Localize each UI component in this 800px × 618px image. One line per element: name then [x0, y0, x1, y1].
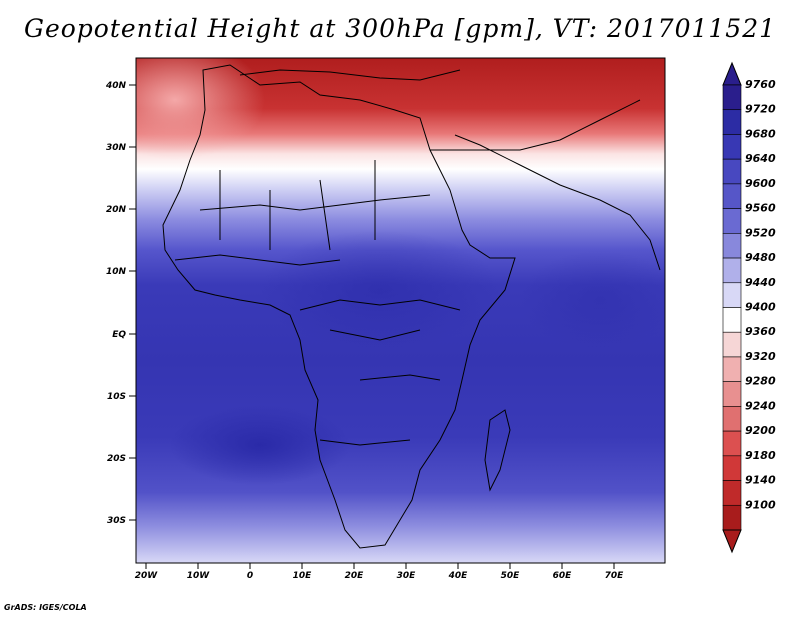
- colorbar-label: 9640: [745, 152, 776, 165]
- lat-label-30n: 30N: [106, 143, 127, 153]
- colorbar-label: 9200: [745, 424, 776, 437]
- colorbar-swatch: [722, 257, 742, 284]
- colorbar-swatch: [722, 84, 742, 111]
- colorbar-swatch: [722, 504, 742, 531]
- colorbar-swatch: [722, 381, 742, 407]
- colorbar-swatch: [722, 430, 742, 457]
- colorbar-min-arrow: [722, 529, 742, 554]
- colorbar-label: 9720: [745, 103, 776, 116]
- height-field: [136, 58, 665, 563]
- lon-label-10w: 10W: [187, 571, 211, 581]
- colorbar-label: 9100: [745, 498, 776, 511]
- colorbar-swatch: [722, 109, 742, 135]
- colorbar-label: 9320: [745, 350, 776, 363]
- colorbar-swatch: [722, 455, 742, 481]
- colorbar: 9760 9720 9680 9640 9600 9560 9520 9480 9440 9400…: [722, 61, 776, 554]
- lat-label-20s: 20S: [107, 454, 126, 464]
- colorbar-max-arrow: [722, 61, 742, 86]
- lon-label-60e: 60E: [553, 571, 573, 581]
- colorbar-label: 9600: [745, 177, 776, 190]
- coastlines: [162, 64, 661, 549]
- grads-credit: GrADS: IGES/COLA: [4, 603, 87, 612]
- lat-label-40n: 40N: [105, 81, 127, 91]
- lon-label-50e: 50E: [501, 571, 521, 581]
- lon-label-30e: 30E: [397, 571, 417, 581]
- colorbar-label: 9760: [745, 78, 776, 91]
- colorbar-swatch: [722, 282, 742, 308]
- colorbar-swatch: [722, 356, 742, 382]
- colorbar-label: 9680: [745, 127, 776, 140]
- lat-label-10s: 10S: [107, 392, 126, 402]
- colorbar-swatch: [722, 331, 742, 358]
- lon-label-20e: 20E: [345, 571, 365, 581]
- colorbar-swatch: [722, 183, 742, 209]
- colorbar-label: 9240: [745, 399, 776, 412]
- lat-label-30s: 30S: [107, 516, 126, 526]
- colorbar-label: 9440: [745, 276, 776, 289]
- lon-label-40e: 40E: [448, 571, 469, 581]
- map-title: Geopotential Height at 300hPa [gpm], VT:…: [23, 14, 777, 43]
- colorbar-swatch: [722, 208, 742, 234]
- colorbar-label: 9400: [745, 301, 776, 314]
- colorbar-swatch: [722, 307, 742, 333]
- lon-label-70e: 70E: [605, 571, 625, 581]
- plot-frame: [135, 57, 666, 564]
- colorbar-label: 9140: [745, 474, 776, 487]
- lon-label-10e: 10E: [293, 571, 313, 581]
- colorbar-label: 9360: [745, 325, 776, 338]
- colorbar-label: 9520: [745, 226, 776, 239]
- colorbar-label: 9560: [745, 202, 776, 215]
- colorbar-swatch: [722, 233, 742, 259]
- colorbar-label: 9280: [745, 375, 776, 388]
- colorbar-swatch: [722, 158, 742, 185]
- colorbar-swatch: [722, 480, 742, 506]
- lat-axis: 40N 30N 20N 10N EQ 10S 20S 30S: [105, 81, 136, 526]
- colorbar-swatch: [722, 134, 742, 160]
- colorbar-label: 9480: [745, 251, 776, 264]
- colorbar-swatch: [722, 406, 742, 432]
- lon-axis: 20W 10W 0 10E 20E 30E 40E 50E 60E 70E: [135, 563, 624, 581]
- lat-label-20n: 20N: [106, 205, 127, 215]
- lon-label-20w: 20W: [135, 571, 159, 581]
- colorbar-label: 9180: [745, 449, 776, 462]
- lat-label-eq: EQ: [112, 330, 126, 340]
- lat-label-10n: 10N: [106, 267, 127, 277]
- lon-label-0: 0: [247, 571, 253, 581]
